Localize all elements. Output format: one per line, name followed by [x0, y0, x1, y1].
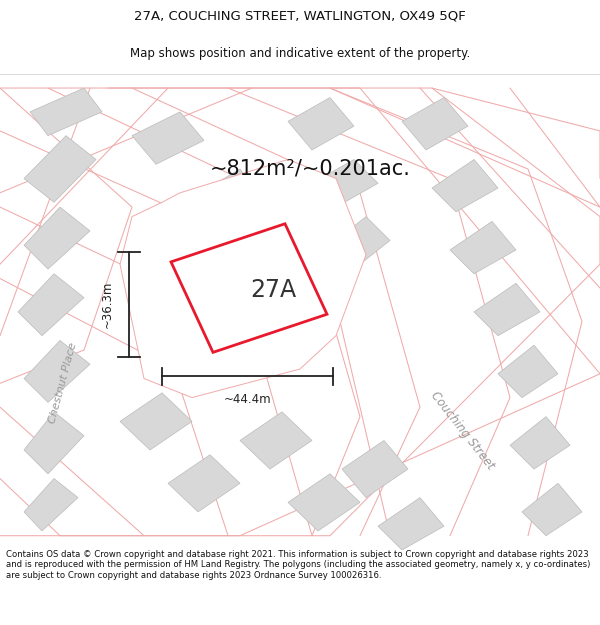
Polygon shape [336, 217, 390, 264]
Polygon shape [288, 98, 354, 150]
Polygon shape [288, 474, 360, 531]
Polygon shape [342, 441, 408, 498]
Polygon shape [450, 221, 516, 274]
Polygon shape [30, 88, 102, 136]
Polygon shape [24, 136, 96, 202]
Polygon shape [498, 345, 558, 398]
Polygon shape [132, 112, 204, 164]
Polygon shape [192, 169, 264, 226]
Text: Couching Street: Couching Street [428, 389, 496, 472]
Text: Chestnut Place: Chestnut Place [47, 342, 79, 425]
Polygon shape [24, 341, 90, 402]
Text: 27A, COUCHING STREET, WATLINGTON, OX49 5QF: 27A, COUCHING STREET, WATLINGTON, OX49 5… [134, 10, 466, 22]
Text: Map shows position and indicative extent of the property.: Map shows position and indicative extent… [130, 47, 470, 59]
Polygon shape [312, 159, 378, 207]
Polygon shape [120, 159, 366, 398]
Text: Contains OS data © Crown copyright and database right 2021. This information is : Contains OS data © Crown copyright and d… [6, 550, 590, 580]
Text: ~36.3m: ~36.3m [101, 281, 114, 328]
Polygon shape [510, 417, 570, 469]
Polygon shape [24, 207, 90, 269]
Polygon shape [168, 455, 240, 512]
Polygon shape [18, 274, 84, 336]
Polygon shape [378, 498, 444, 550]
Polygon shape [120, 393, 192, 450]
Polygon shape [24, 412, 84, 474]
Text: ~44.4m: ~44.4m [224, 393, 271, 406]
Text: 27A: 27A [250, 279, 296, 302]
Polygon shape [402, 98, 468, 150]
Text: ~812m²/~0.201ac.: ~812m²/~0.201ac. [210, 159, 411, 179]
Polygon shape [432, 159, 498, 212]
Polygon shape [474, 283, 540, 336]
Polygon shape [522, 483, 582, 536]
Polygon shape [24, 479, 78, 531]
Polygon shape [171, 224, 327, 352]
Polygon shape [240, 412, 312, 469]
